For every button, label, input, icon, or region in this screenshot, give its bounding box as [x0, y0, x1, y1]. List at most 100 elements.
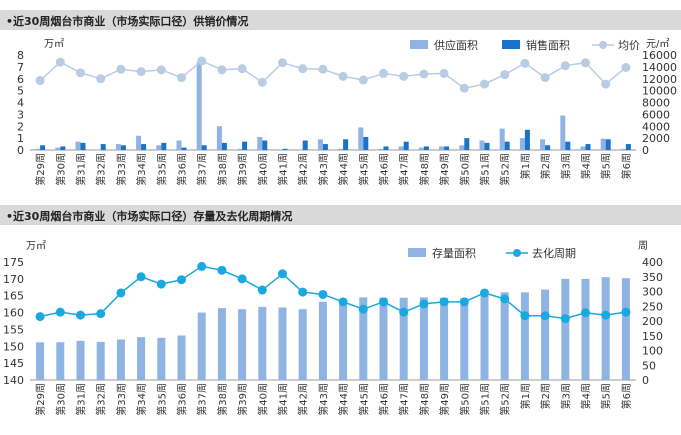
x-tick-label: 第41周: [277, 383, 290, 416]
point-均价: [439, 68, 449, 78]
x-tick-label: 第34周: [135, 153, 148, 186]
point-均价: [177, 73, 186, 83]
y-right-tick-label: 4000: [642, 120, 670, 133]
x-tick-label: 第40周: [256, 153, 269, 186]
x-tick-label: 第40周: [256, 383, 269, 416]
point-均价: [500, 70, 510, 80]
x-tick-label: 第52周: [499, 383, 512, 416]
point-均价: [217, 65, 227, 75]
x-tick-label: 第42周: [297, 383, 310, 416]
x-tick-label: 第48周: [418, 383, 431, 416]
point-去化周期: [318, 289, 328, 299]
point-去化周期: [439, 297, 449, 307]
point-均价: [379, 68, 388, 78]
bar-存量面积: [601, 277, 610, 380]
y-left-tick-label: 175: [3, 256, 24, 269]
bar-销售面积: [585, 144, 591, 150]
point-均价: [480, 79, 489, 89]
bar-供应面积: [216, 126, 222, 150]
legend-label-去化周期: 去化周期: [532, 246, 576, 260]
bar-销售面积: [40, 145, 46, 150]
bar-存量面积: [96, 341, 105, 380]
x-tick-label: 第33周: [115, 383, 128, 416]
point-均价: [96, 74, 106, 84]
y-right-tick-label: 0: [642, 374, 649, 387]
bar-存量面积: [238, 309, 247, 380]
bar-销售面积: [565, 141, 571, 150]
x-tick-label: 第30周: [54, 153, 67, 186]
bar-销售面积: [524, 129, 530, 150]
x-tick-label: 第32周: [95, 383, 108, 416]
x-tick-label: 第50周: [458, 153, 471, 186]
x-tick-label: 第34周: [135, 383, 148, 416]
bar-供应面积: [196, 62, 202, 150]
bar-销售面积: [80, 142, 86, 150]
bar-存量面积: [621, 278, 630, 380]
point-均价: [136, 67, 146, 77]
legend-swatch-去化周期: [513, 249, 521, 257]
bar-销售面积: [100, 144, 106, 150]
point-均价: [540, 73, 550, 83]
bar-销售面积: [201, 145, 207, 150]
point-去化周期: [55, 307, 65, 317]
x-tick-label: 第51周: [479, 153, 492, 186]
line-去化周期: [39, 265, 627, 320]
bar-存量面积: [480, 295, 489, 380]
bar-存量面积: [520, 292, 529, 380]
point-去化周期: [399, 307, 409, 317]
x-tick-label: 第2周: [539, 383, 552, 409]
point-均价: [76, 68, 85, 78]
bar-存量面积: [258, 306, 267, 380]
bar-存量面积: [541, 289, 550, 380]
bar-存量面积: [56, 342, 65, 380]
point-去化周期: [540, 311, 550, 321]
x-tick-label: 第1周: [519, 153, 532, 179]
x-tick-label: 第50周: [458, 383, 471, 416]
point-去化周期: [581, 308, 590, 318]
y-left-tick-label: 155: [3, 323, 24, 336]
bar-存量面积: [440, 297, 449, 380]
y-left-tick-label: 3: [17, 108, 24, 121]
x-tick-label: 第46周: [378, 383, 391, 416]
bar-供应面积: [378, 148, 384, 150]
chart2-title-bar: •近30周烟台市商业（市场实际口径）存量及去化周期情况: [0, 205, 681, 225]
y-right-tick-label: 150: [642, 330, 663, 343]
bar-销售面积: [464, 138, 470, 150]
x-tick-label: 第43周: [317, 383, 330, 416]
bar-供应面积: [580, 146, 586, 150]
y-left-unit: 万㎡: [26, 240, 46, 252]
y-right-tick-label: 8000: [642, 97, 670, 110]
x-tick-label: 第52周: [499, 153, 512, 186]
point-均价: [318, 64, 328, 74]
x-tick-label: 第37周: [196, 383, 209, 416]
bar-销售面积: [383, 146, 389, 150]
legend-label-供应面积: 供应面积: [434, 38, 478, 52]
bar-存量面积: [278, 307, 287, 380]
bar-供应面积: [459, 145, 465, 150]
y-left-tick-label: 150: [3, 340, 24, 353]
bar-存量面积: [137, 337, 146, 380]
y-right-tick-label: 350: [642, 271, 663, 284]
bar-供应面积: [519, 138, 525, 150]
bar-供应面积: [297, 149, 303, 150]
point-去化周期: [480, 288, 489, 298]
bar-供应面积: [75, 141, 81, 150]
y-left-tick-label: 160: [3, 307, 24, 320]
line-均价: [39, 60, 627, 90]
x-tick-label: 第31周: [75, 153, 88, 186]
x-tick-label: 第4周: [580, 153, 593, 179]
y-right-tick-label: 200: [642, 315, 663, 328]
bar-销售面积: [242, 141, 248, 150]
point-均价: [338, 71, 348, 81]
y-left-tick-label: 1: [17, 132, 24, 145]
x-tick-label: 第1周: [519, 383, 532, 409]
bar-存量面积: [197, 312, 206, 380]
x-tick-label: 第35周: [155, 153, 168, 186]
point-去化周期: [338, 297, 348, 307]
legend-swatch-销售面积: [502, 40, 520, 49]
y-right-tick-label: 14000: [642, 61, 677, 74]
x-tick-label: 第39周: [236, 383, 249, 416]
point-去化周期: [500, 294, 510, 304]
x-tick-label: 第5周: [600, 383, 613, 409]
x-tick-label: 第36周: [176, 383, 189, 416]
